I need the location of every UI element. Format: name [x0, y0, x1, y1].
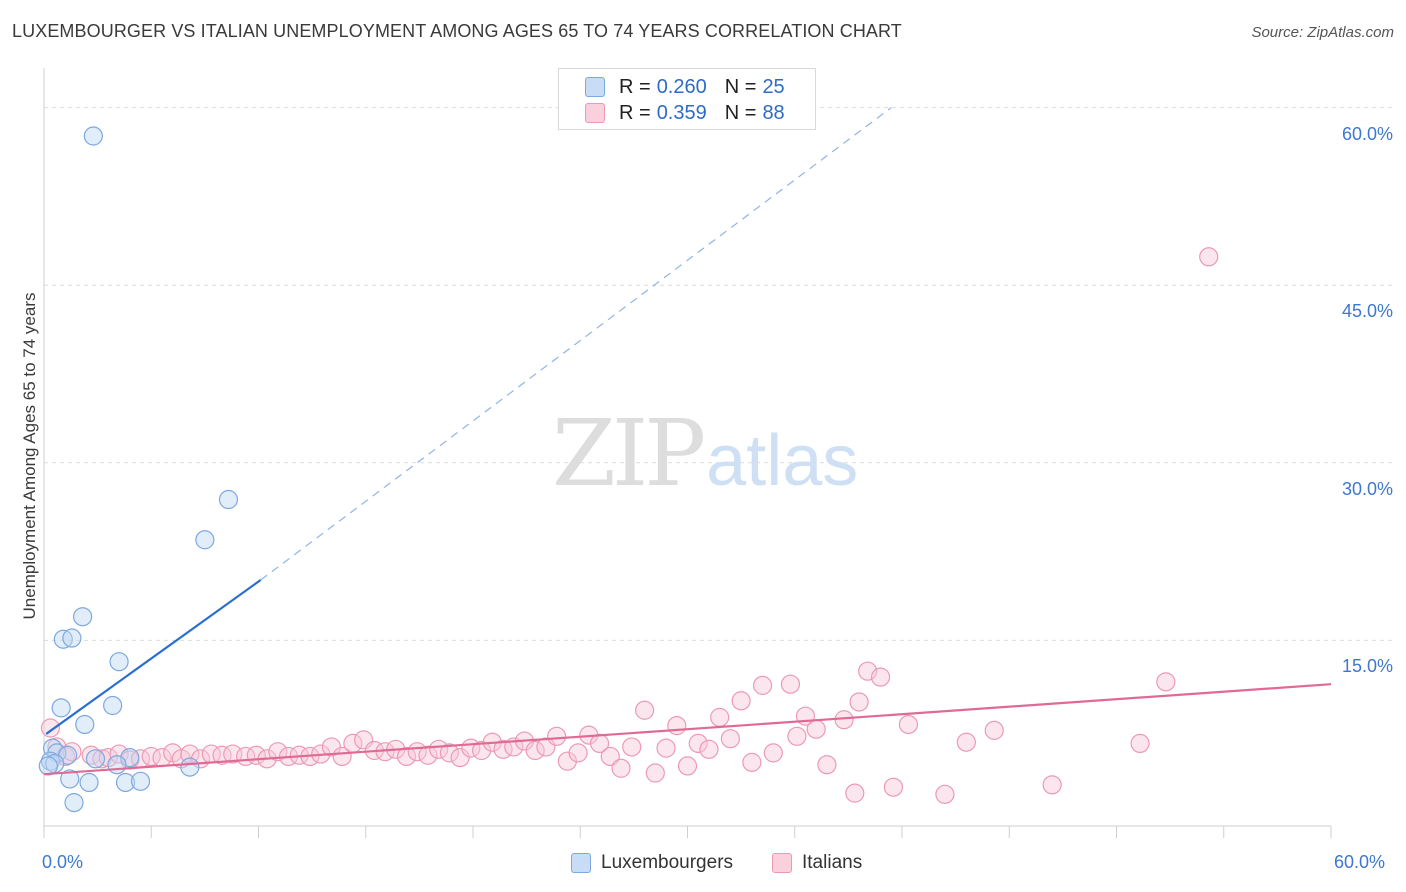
point-italians	[429, 739, 449, 759]
point-luxembourgers	[85, 749, 106, 769]
point-italians	[321, 737, 342, 757]
legend-swatch-pink	[585, 103, 605, 123]
y-axis-label: Unemployment Among Ages 65 to 74 years	[20, 292, 39, 620]
point-luxembourgers	[103, 695, 123, 716]
point-italians	[622, 737, 642, 757]
y-tick-label: 60.0%	[1341, 123, 1393, 144]
point-luxembourgers	[83, 126, 103, 146]
point-italians	[688, 733, 708, 754]
chart-title: LUXEMBOURGER VS ITALIAN UNEMPLOYMENT AMO…	[12, 21, 902, 41]
point-italians	[883, 777, 904, 797]
point-luxembourgers	[60, 769, 80, 789]
point-italians	[817, 755, 837, 775]
point-italians	[780, 674, 801, 694]
x-tick-label-max: 60.0%	[1334, 852, 1386, 872]
point-luxembourgers	[79, 772, 99, 793]
y-tick-label: 30.0%	[1341, 478, 1393, 499]
point-luxembourgers	[109, 652, 129, 672]
point-luxembourgers	[38, 756, 58, 776]
point-italians	[525, 740, 545, 761]
point-italians	[611, 758, 631, 778]
point-italians	[568, 743, 588, 763]
correlation-legend: R = 0.260 N = 25 R = 0.359 N = 88	[558, 68, 816, 130]
point-luxembourgers	[62, 628, 82, 648]
legend-n-value: 88	[762, 101, 785, 124]
point-italians	[268, 742, 288, 762]
point-italians	[787, 726, 807, 746]
point-italians	[40, 718, 61, 738]
legend-r-label: R =	[619, 101, 651, 124]
point-italians	[656, 738, 676, 758]
legend-n-label: N =	[724, 75, 757, 98]
legend-item-italians: Italians	[772, 852, 862, 874]
point-italians	[677, 756, 698, 776]
point-luxembourgers	[115, 772, 136, 793]
y-tick-label: 15.0%	[1341, 656, 1393, 677]
point-luxembourgers	[107, 755, 127, 775]
italians-points	[40, 247, 1219, 804]
legend-swatch-italians	[772, 853, 792, 873]
point-italians	[634, 700, 655, 720]
legend-row-italians: R = 0.359 N = 88	[585, 101, 785, 125]
x-tick-label-min: 0.0%	[42, 852, 84, 872]
point-italians	[849, 692, 869, 712]
point-italians	[845, 783, 865, 803]
point-luxembourgers	[73, 607, 93, 627]
point-italians	[1156, 672, 1176, 692]
legend-n-label: N =	[724, 101, 757, 124]
trend-italians	[43, 683, 1332, 776]
point-italians	[396, 746, 417, 767]
point-italians	[984, 720, 1004, 740]
point-italians	[450, 748, 470, 768]
point-italians	[710, 707, 730, 727]
trend-lines	[43, 107, 1332, 776]
legend-swatch-blue	[585, 77, 605, 97]
y-tick-label: 45.0%	[1341, 301, 1393, 322]
point-luxembourgers	[130, 771, 151, 791]
legend-label-italians: Italians	[802, 852, 863, 873]
legend-item-luxembourgers: Luxembourgers	[571, 852, 733, 874]
point-italians	[1042, 775, 1062, 795]
legend-row-luxembourgers: R = 0.260 N = 25	[585, 75, 785, 99]
point-italians	[763, 743, 783, 763]
point-italians	[731, 691, 751, 711]
point-italians	[667, 716, 687, 736]
point-italians	[720, 729, 741, 749]
point-italians	[699, 739, 719, 759]
axes	[43, 68, 1332, 838]
legend-swatch-luxembourgers	[571, 853, 591, 873]
gridlines	[44, 107, 1392, 641]
point-italians	[547, 726, 567, 746]
point-luxembourgers	[180, 757, 200, 777]
point-italians	[806, 719, 826, 739]
point-italians	[870, 667, 891, 687]
point-luxembourgers	[195, 530, 215, 550]
legend-r-value: 0.260	[656, 75, 707, 98]
legend-r-label: R =	[619, 75, 651, 98]
point-italians	[645, 763, 665, 783]
luxembourgers-points	[38, 126, 239, 813]
point-luxembourgers	[51, 698, 71, 718]
point-italians	[898, 714, 919, 735]
point-italians	[600, 746, 620, 767]
trend-luxembourgers	[45, 579, 262, 735]
point-italians	[742, 752, 762, 772]
point-luxembourgers	[218, 489, 239, 510]
legend-n-value: 25	[762, 75, 785, 98]
point-italians	[1199, 247, 1219, 267]
point-italians	[752, 675, 773, 695]
point-italians	[956, 732, 976, 752]
source-label: Source: ZipAtlas.com	[1251, 24, 1394, 41]
legend-r-value: 0.359	[656, 101, 707, 124]
legend-label-luxembourgers: Luxembourgers	[601, 852, 734, 873]
point-luxembourgers	[64, 793, 84, 813]
point-italians	[935, 784, 955, 804]
point-italians	[439, 743, 460, 763]
point-luxembourgers	[75, 714, 95, 735]
series-legend: Luxembourgers Italians	[0, 852, 1406, 876]
point-italians	[1130, 733, 1150, 754]
trend-luxembourgers-projection	[260, 107, 892, 581]
